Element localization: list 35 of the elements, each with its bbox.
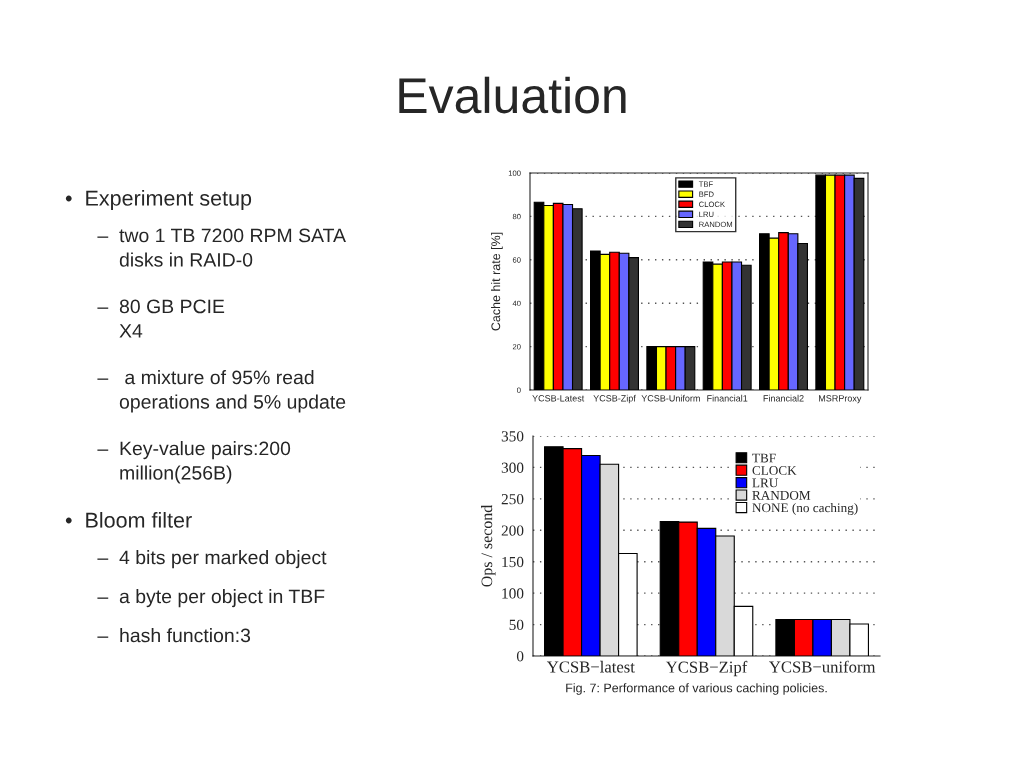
legend-label: LRU [752,478,779,488]
text: – a mixture of 95% read operations and 5% update [97,370,346,413]
legend-label: CLOCK [752,466,797,475]
text: • Bloom filter [65,512,192,528]
x-tick-label: YCSB-Uniform [641,394,700,402]
x-tick-label: YCSB−Zipf [665,660,748,677]
text: – 80 GB PCIE X4 [97,299,225,338]
y-axis-title: Ops / second [481,504,496,587]
x-tick-label: YCSB-Latest [532,395,585,402]
text: – a byte per object in TBF [97,589,325,608]
x-tick-label: YCSB−uniform [769,660,876,673]
y-axis-title: Cache hit rate [%] [491,232,503,331]
text: – hash function:3 [97,628,251,643]
x-tick-label: YCSB-Zipf [593,394,636,404]
y-tick-label: 100 [502,588,524,599]
caption: Fig. 7: Performance of various caching policies. [566,683,827,695]
text: – Key-value pairs:200 million(256B) [97,441,291,484]
x-tick-label: YCSB−latest [546,660,635,673]
y-tick-label: 0 [516,651,524,662]
y-tick-label: 200 [501,525,524,536]
y-tick-label: 300 [501,462,524,473]
y-tick-label: 250 [501,494,524,505]
x-tick-label: Financial2 [763,394,804,402]
x-tick-label: MSRProxy [819,395,862,404]
y-tick-label: 150 [502,556,524,568]
text: • Experiment setup [65,190,252,211]
y-tick-label: 350 [501,431,524,442]
y-tick-label: 50 [509,619,524,631]
text: – two 1 TB 7200 RPM SATA disks in RAID-0 [97,228,346,267]
legend-label: NONE (no caching) [752,502,858,515]
text: – 4 bits per marked object [97,550,327,569]
legend-label: TBF [752,453,776,463]
legend-label: RANDOM [752,490,811,500]
chart-title: Evaluation [399,76,626,114]
x-tick-label: Financial1 [707,394,748,402]
